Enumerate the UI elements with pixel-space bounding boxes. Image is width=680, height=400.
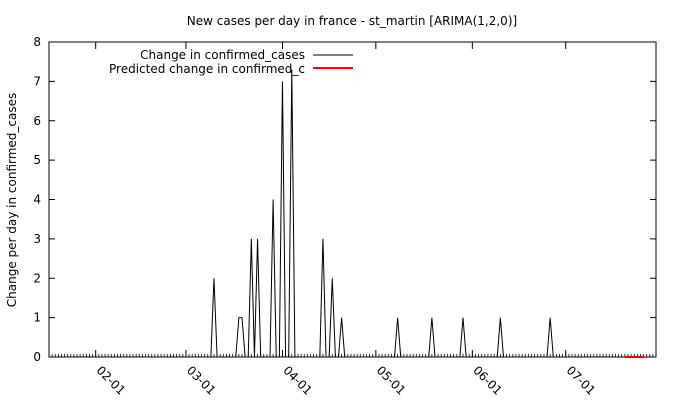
legend: Change in confirmed_cases Predicted chan… bbox=[109, 48, 353, 76]
y-tick-label: 5 bbox=[33, 153, 41, 167]
plot-frame bbox=[48, 41, 657, 358]
y-tick-label: 7 bbox=[33, 74, 41, 88]
legend-label-predicted: Predicted change in confirmed_c bbox=[109, 62, 305, 76]
y-tick-label: 6 bbox=[33, 114, 41, 128]
y-tick-label: 4 bbox=[33, 193, 41, 207]
x-tick-label: 06-01 bbox=[470, 363, 505, 398]
y-tick-label: 8 bbox=[33, 35, 41, 49]
legend-label-change: Change in confirmed_cases bbox=[140, 48, 305, 62]
series-line-change bbox=[64, 69, 625, 358]
y-axis-label: Change per day in confirmed_cases bbox=[5, 93, 19, 308]
series-layer bbox=[64, 69, 644, 358]
y-tick-label: 1 bbox=[33, 311, 41, 325]
y-tick-label: 2 bbox=[33, 271, 41, 285]
y-tick-label: 3 bbox=[33, 232, 41, 246]
x-tick-label: 04-01 bbox=[280, 363, 315, 398]
chart-title: New cases per day in france - st_martin … bbox=[187, 14, 517, 28]
x-tick-label: 07-01 bbox=[564, 363, 599, 398]
x-tick-label: 05-01 bbox=[374, 363, 409, 398]
x-tick-label: 02-01 bbox=[94, 363, 129, 398]
x-axis: 02-01 03-01 04-01 05-01 06-01 07-01 bbox=[48, 42, 657, 398]
x-tick-label: 03-01 bbox=[184, 363, 219, 398]
y-axis: 0 1 2 3 4 5 6 7 8 bbox=[33, 35, 656, 364]
y-tick-label: 0 bbox=[33, 350, 41, 364]
